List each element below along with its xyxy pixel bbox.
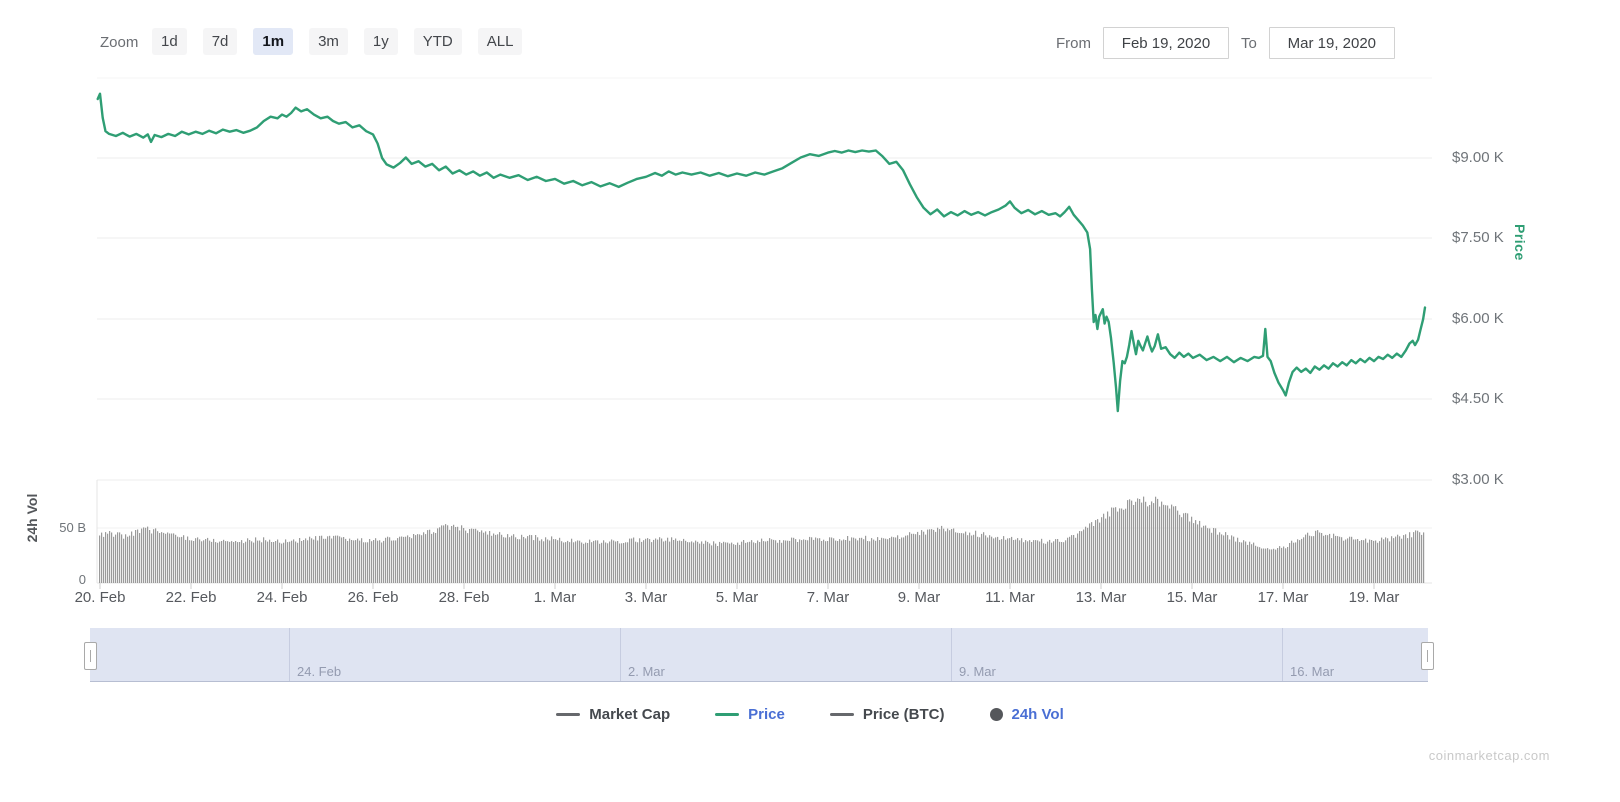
x-axis-label: 15. Mar xyxy=(1166,589,1218,606)
zoom-range-button-all[interactable]: ALL xyxy=(477,28,523,55)
x-axis-label: 19. Mar xyxy=(1348,589,1400,606)
x-axis-label: 5. Mar xyxy=(715,589,759,606)
x-axis-label: 20. Feb xyxy=(74,589,126,606)
zoom-label: Zoom xyxy=(100,34,139,51)
x-axis-label: 7. Mar xyxy=(806,589,850,606)
x-axis-label: 26. Feb xyxy=(347,589,399,606)
x-axis-label: 13. Mar xyxy=(1075,589,1127,606)
date-range-group: From To xyxy=(1056,27,1395,59)
circle-marker-icon xyxy=(989,708,1003,721)
navigator-right-handle-icon[interactable] xyxy=(1421,642,1434,670)
dash-marker-icon xyxy=(715,713,740,716)
price-axis-tick: $7.50 K xyxy=(1452,229,1504,246)
x-axis-label: 22. Feb xyxy=(165,589,217,606)
zoom-range-button-ytd[interactable]: YTD xyxy=(413,28,462,55)
legend-item-market-cap[interactable]: Market Cap xyxy=(556,706,670,723)
price-axis-title: Price xyxy=(1512,224,1528,261)
navigator-left-handle-icon[interactable] xyxy=(84,642,97,670)
navigator-gridline xyxy=(620,628,621,681)
navigator-gridline xyxy=(1282,628,1283,681)
zoom-range-button-1d[interactable]: 1d xyxy=(152,28,187,55)
legend-label: Price xyxy=(748,706,785,723)
volume-axis-tick-0: 0 xyxy=(78,572,86,587)
zoom-range-button-7d[interactable]: 7d xyxy=(202,28,238,55)
to-date-input[interactable] xyxy=(1268,27,1395,59)
volume-axis-tick-50b: 50 B xyxy=(59,520,86,535)
x-axis-label: 11. Mar xyxy=(985,589,1035,606)
chart-toolbar: Zoom 1d 7d 1m 3m 1y YTD ALL From To xyxy=(0,0,1620,62)
chart-legend: Market Cap Price Price (BTC) 24h Vol xyxy=(0,706,1620,723)
to-label: To xyxy=(1241,34,1257,52)
x-axis-label: 1. Mar xyxy=(533,589,577,606)
x-axis-label: 9. Mar xyxy=(897,589,941,606)
x-axis-label: 17. Mar xyxy=(1257,589,1309,606)
watermark: coinmarketcap.com xyxy=(1428,748,1550,763)
legend-item-price[interactable]: Price xyxy=(715,706,785,723)
from-label: From xyxy=(1056,34,1091,52)
legend-item-price-btc-[interactable]: Price (BTC) xyxy=(829,706,945,723)
legend-label: Price (BTC) xyxy=(862,706,945,723)
legend-label: 24h Vol xyxy=(1011,706,1064,723)
zoom-range-button-1m[interactable]: 1m xyxy=(253,28,294,55)
dash-marker-icon xyxy=(556,713,581,716)
navigator-date-label: 9. Mar xyxy=(959,664,996,679)
dash-marker-icon xyxy=(829,713,854,716)
price-axis-tick: $6.00 K xyxy=(1452,310,1504,327)
price-axis-tick: $9.00 K xyxy=(1452,149,1504,166)
navigator-date-label: 16. Mar xyxy=(1290,664,1335,679)
volume-axis-title: 24h Vol xyxy=(24,493,40,543)
navigator-date-label: 24. Feb xyxy=(297,664,342,679)
price-axis-tick: $3.00 K xyxy=(1452,471,1504,488)
zoom-range-button-3m[interactable]: 3m xyxy=(309,28,348,55)
price-axis-tick: $4.50 K xyxy=(1452,390,1504,407)
x-axis-label: 28. Feb xyxy=(438,589,490,606)
zoom-range-button-1y[interactable]: 1y xyxy=(363,28,398,55)
navigator-date-label: 2. Mar xyxy=(628,664,665,679)
from-date-input[interactable] xyxy=(1103,27,1229,59)
x-axis-label: 3. Mar xyxy=(624,589,668,606)
legend-label: Market Cap xyxy=(589,706,671,723)
x-axis-label: 24. Feb xyxy=(256,589,308,606)
range-navigator[interactable]: 24. Feb 2. Mar 9. Mar 16. Mar xyxy=(84,628,1434,682)
zoom-range-buttons: 1d 7d 1m 3m 1y YTD ALL xyxy=(152,28,523,55)
legend-item-24h-vol[interactable]: 24h Vol xyxy=(989,706,1064,723)
navigator-gridline xyxy=(951,628,952,681)
navigator-gridline xyxy=(289,628,290,681)
